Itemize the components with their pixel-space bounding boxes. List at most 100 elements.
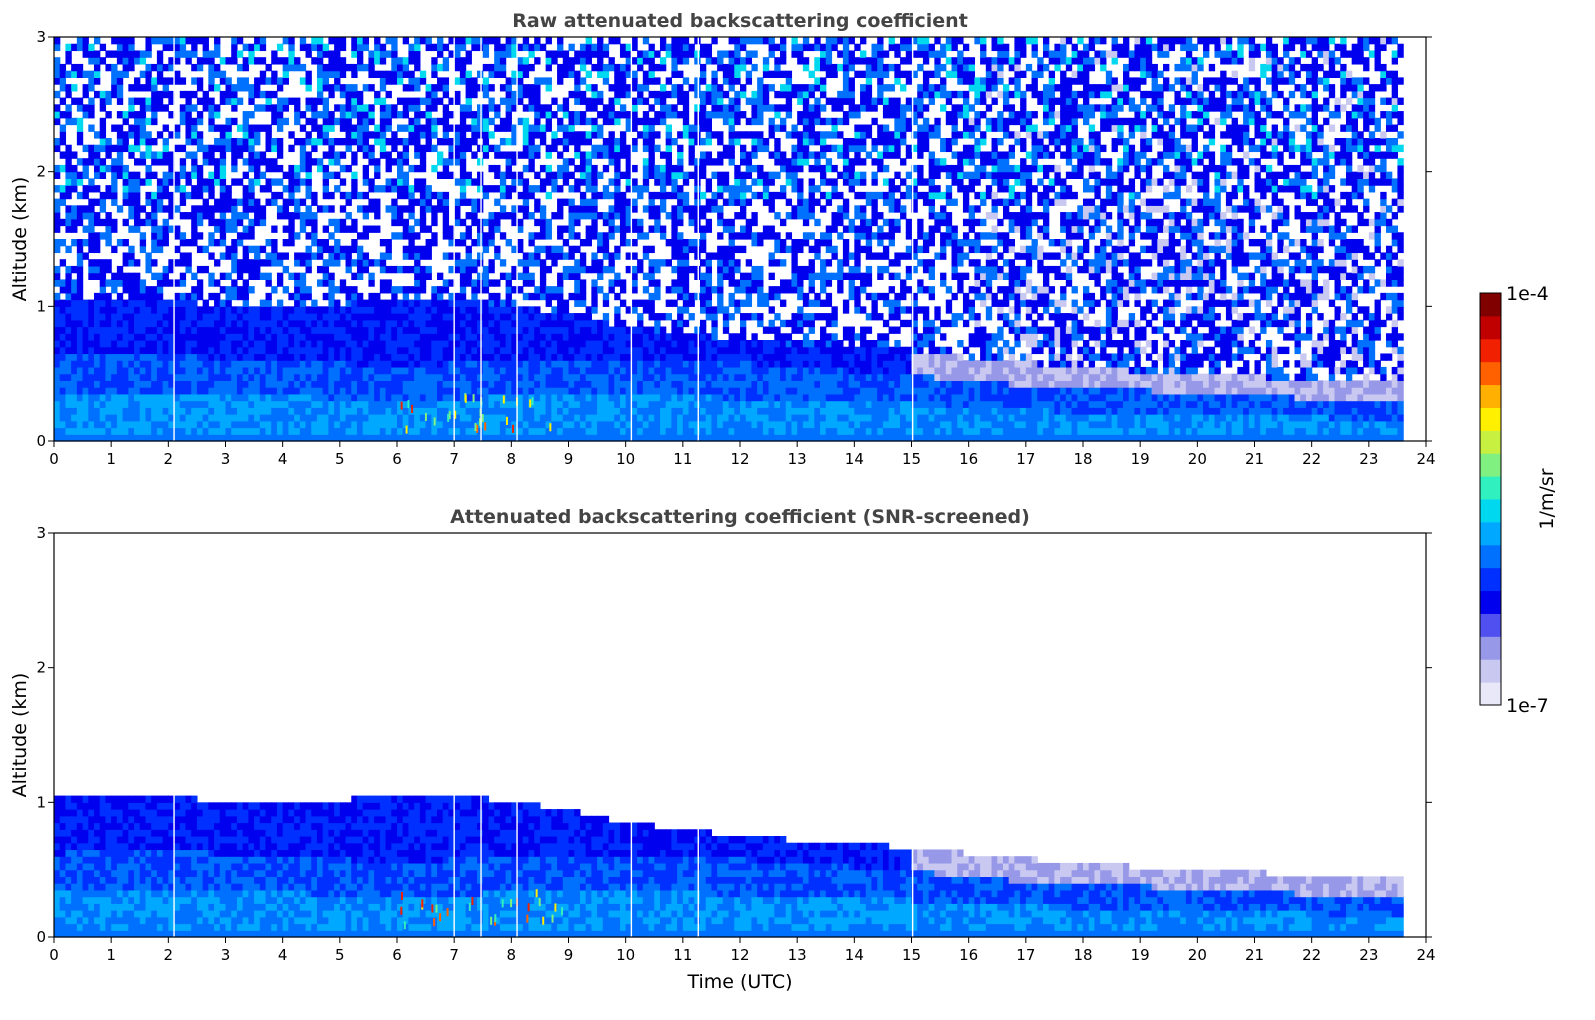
heatmap-cell: [299, 313, 307, 321]
heatmap-cell: [688, 360, 695, 368]
heatmap-cell: [82, 50, 89, 58]
heatmap-cell: [448, 158, 455, 166]
heatmap-cell: [448, 393, 455, 402]
heatmap-cell: [116, 43, 124, 52]
heatmap-cell: [539, 326, 547, 334]
heatmap-cell: [448, 400, 455, 408]
heatmap-cell: [345, 380, 352, 388]
heatmap-cell: [677, 252, 684, 260]
heatmap-cell: [242, 138, 249, 146]
heatmap-cell: [339, 191, 347, 200]
heatmap-cell: [637, 299, 644, 307]
heatmap-cell: [459, 265, 467, 274]
heatmap-cell: [385, 90, 392, 99]
heatmap-cell: [316, 313, 324, 321]
heatmap-cell: [585, 434, 592, 442]
heatmap-cell: [534, 353, 541, 361]
heatmap-cell: [391, 37, 398, 45]
heatmap-cell: [179, 333, 187, 341]
heatmap-cell: [431, 292, 438, 301]
heatmap-cell: [254, 205, 261, 213]
heatmap-cell: [356, 131, 364, 139]
heatmap-cell: [471, 306, 478, 314]
heatmap-cell: [602, 420, 610, 429]
heatmap-cell: [517, 245, 524, 254]
heatmap-cell: [505, 387, 512, 395]
heatmap-cell: [225, 400, 232, 408]
heatmap-cell: [191, 353, 198, 361]
heatmap-cell: [602, 185, 610, 193]
heatmap-cell: [659, 171, 667, 179]
heatmap-cell: [619, 366, 627, 375]
heatmap-cell: [597, 272, 604, 280]
heatmap-cell: [482, 239, 490, 247]
heatmap-cell: [614, 245, 621, 254]
heatmap-cell: [597, 245, 604, 254]
heatmap-cell: [345, 333, 352, 341]
heatmap-cell: [105, 97, 112, 105]
heatmap-cell: [574, 313, 581, 321]
heatmap-cell: [311, 299, 318, 307]
heatmap-cell: [71, 407, 78, 415]
heatmap-cell: [322, 77, 329, 85]
heatmap-cell: [488, 225, 495, 233]
heatmap-cell: [517, 63, 524, 72]
heatmap-cell: [568, 232, 575, 240]
heatmap-cell: [562, 333, 570, 341]
heatmap-cell: [625, 333, 632, 341]
heatmap-cell: [339, 37, 347, 45]
heatmap-cell: [105, 420, 112, 429]
heatmap-cell: [54, 164, 61, 173]
heatmap-cell: [179, 90, 187, 99]
heatmap-cell: [174, 400, 181, 408]
heatmap-cell: [134, 198, 141, 206]
heatmap-cell: [671, 185, 678, 193]
heatmap-cell: [499, 360, 507, 368]
heatmap-cell: [454, 360, 461, 368]
heatmap-cell: [82, 164, 89, 173]
heatmap-cell: [402, 319, 410, 328]
heatmap-cell: [654, 434, 661, 442]
heatmap-cell: [94, 171, 101, 179]
heatmap-cell: [545, 77, 552, 85]
heatmap-cell: [322, 138, 329, 146]
heatmap-cell: [477, 434, 484, 442]
heatmap-cell: [585, 353, 592, 361]
heatmap-cell: [488, 239, 495, 247]
heatmap-cell: [374, 57, 381, 65]
heatmap-cell: [591, 292, 598, 301]
heatmap-cell: [591, 178, 598, 186]
heatmap-cell: [402, 306, 410, 314]
heatmap-cell: [591, 265, 598, 274]
heatmap-cell: [231, 420, 238, 429]
heatmap-cell: [151, 340, 158, 348]
heatmap-cell: [579, 420, 587, 429]
heatmap-cell: [374, 400, 381, 408]
heatmap-cell: [248, 111, 255, 119]
heatmap-cell: [368, 319, 375, 328]
heatmap-cell: [299, 407, 307, 415]
heatmap-cell: [271, 164, 278, 173]
heatmap-cell: [682, 407, 690, 415]
heatmap-cell: [334, 218, 341, 227]
heatmap-cell: [562, 70, 570, 78]
heatmap-cell: [88, 373, 95, 381]
heatmap-cell: [322, 124, 329, 132]
heatmap-cell: [168, 158, 175, 166]
heatmap-cell: [339, 414, 347, 422]
heatmap-cell: [231, 340, 238, 348]
heatmap-cell: [356, 90, 364, 99]
heatmap-cell: [408, 400, 415, 408]
heatmap-cell: [145, 259, 152, 267]
heatmap-cell: [156, 420, 164, 429]
heatmap-cell: [151, 414, 158, 422]
heatmap-cell: [654, 77, 661, 85]
heatmap-cell: [374, 70, 381, 78]
heatmap-cell: [294, 164, 301, 173]
heatmap-cell: [334, 434, 341, 442]
heatmap-cell: [94, 427, 101, 435]
heatmap-cell: [54, 313, 61, 321]
heatmap-cell: [145, 164, 152, 173]
heatmap-cell: [499, 191, 507, 200]
heatmap-cell: [465, 387, 472, 395]
